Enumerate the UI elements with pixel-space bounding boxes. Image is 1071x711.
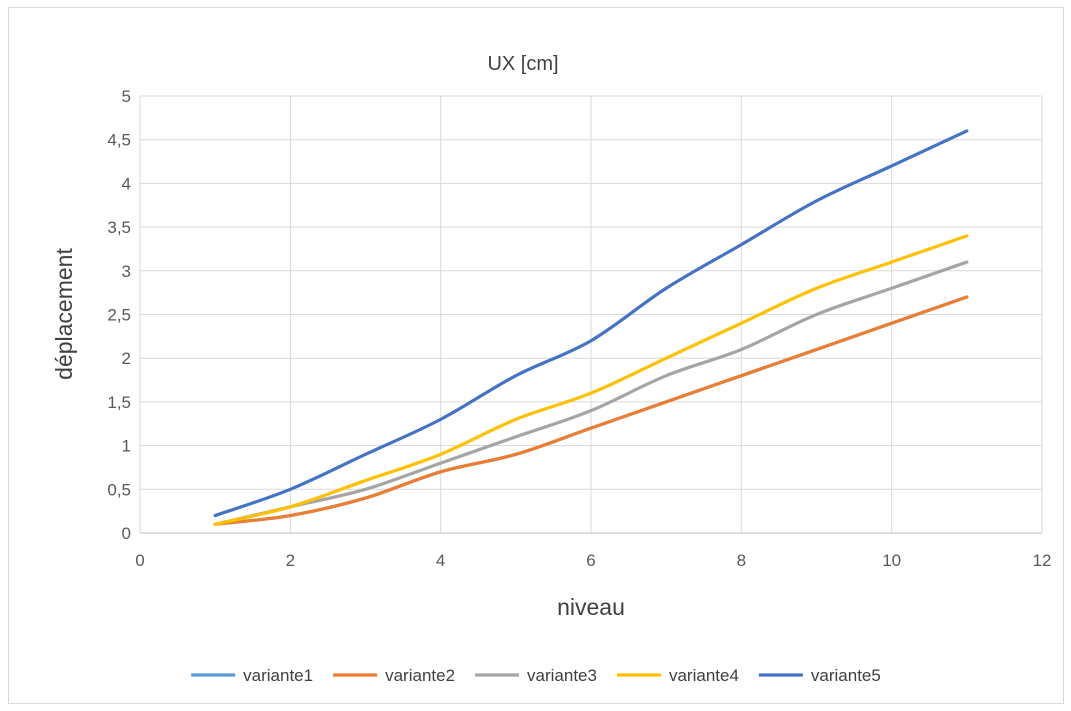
y-tick-label: 1,5: [107, 393, 131, 412]
chart-area: [8, 7, 1064, 704]
x-tick-label: 10: [882, 551, 901, 570]
gridlines: [139, 95, 1043, 534]
legend-item-variante2: variante2: [333, 666, 455, 685]
y-tick-label: 0: [122, 524, 131, 543]
tick-labels: 0 0,5 1 1,5 2 2,5 3 3,5 4 4,5 5 0 2 4 6 8 10 12: [107, 87, 1051, 570]
y-tick-label: 4: [122, 174, 131, 193]
x-tick-label: 6: [586, 551, 595, 570]
series-line-variante3: [213, 260, 969, 526]
y-tick-label: 2: [122, 349, 131, 368]
x-axis-title: niveau: [557, 594, 625, 620]
x-tick-label: 4: [436, 551, 445, 570]
y-tick-label: 1: [122, 437, 131, 456]
y-tick-label: 3,5: [107, 218, 131, 237]
x-tick-label: 12: [1033, 551, 1052, 570]
y-tick-label: 0,5: [107, 480, 131, 499]
y-tick-label: 3: [122, 262, 131, 281]
legend-item-variante3: variante3: [475, 666, 597, 685]
series-line-variante2: [213, 295, 969, 526]
legend-label: variante5: [811, 666, 881, 685]
series-lines: [213, 129, 969, 526]
y-tick-label: 5: [122, 87, 131, 106]
y-axis-title: déplacement: [51, 248, 77, 380]
series-line-variante4: [213, 234, 969, 526]
y-tick-label: 4,5: [107, 131, 131, 150]
chart-title: UX [cm]: [487, 53, 558, 75]
legend-item-variante1: variante1: [191, 666, 313, 685]
y-tick-label: 2,5: [107, 306, 131, 325]
legend: variante1 variante2 variante3 variante4 vari…: [191, 666, 881, 685]
x-tick-label: 0: [135, 551, 144, 570]
legend-label: variante1: [243, 666, 313, 685]
legend-label: variante4: [669, 666, 739, 685]
legend-label: variante3: [527, 666, 597, 685]
x-tick-label: 8: [737, 551, 746, 570]
x-tick-label: 2: [286, 551, 295, 570]
series-line-variante5: [213, 129, 969, 518]
legend-item-variante4: variante4: [616, 666, 739, 685]
legend-label: variante2: [385, 666, 455, 685]
legend-item-variante5: variante5: [758, 666, 881, 685]
